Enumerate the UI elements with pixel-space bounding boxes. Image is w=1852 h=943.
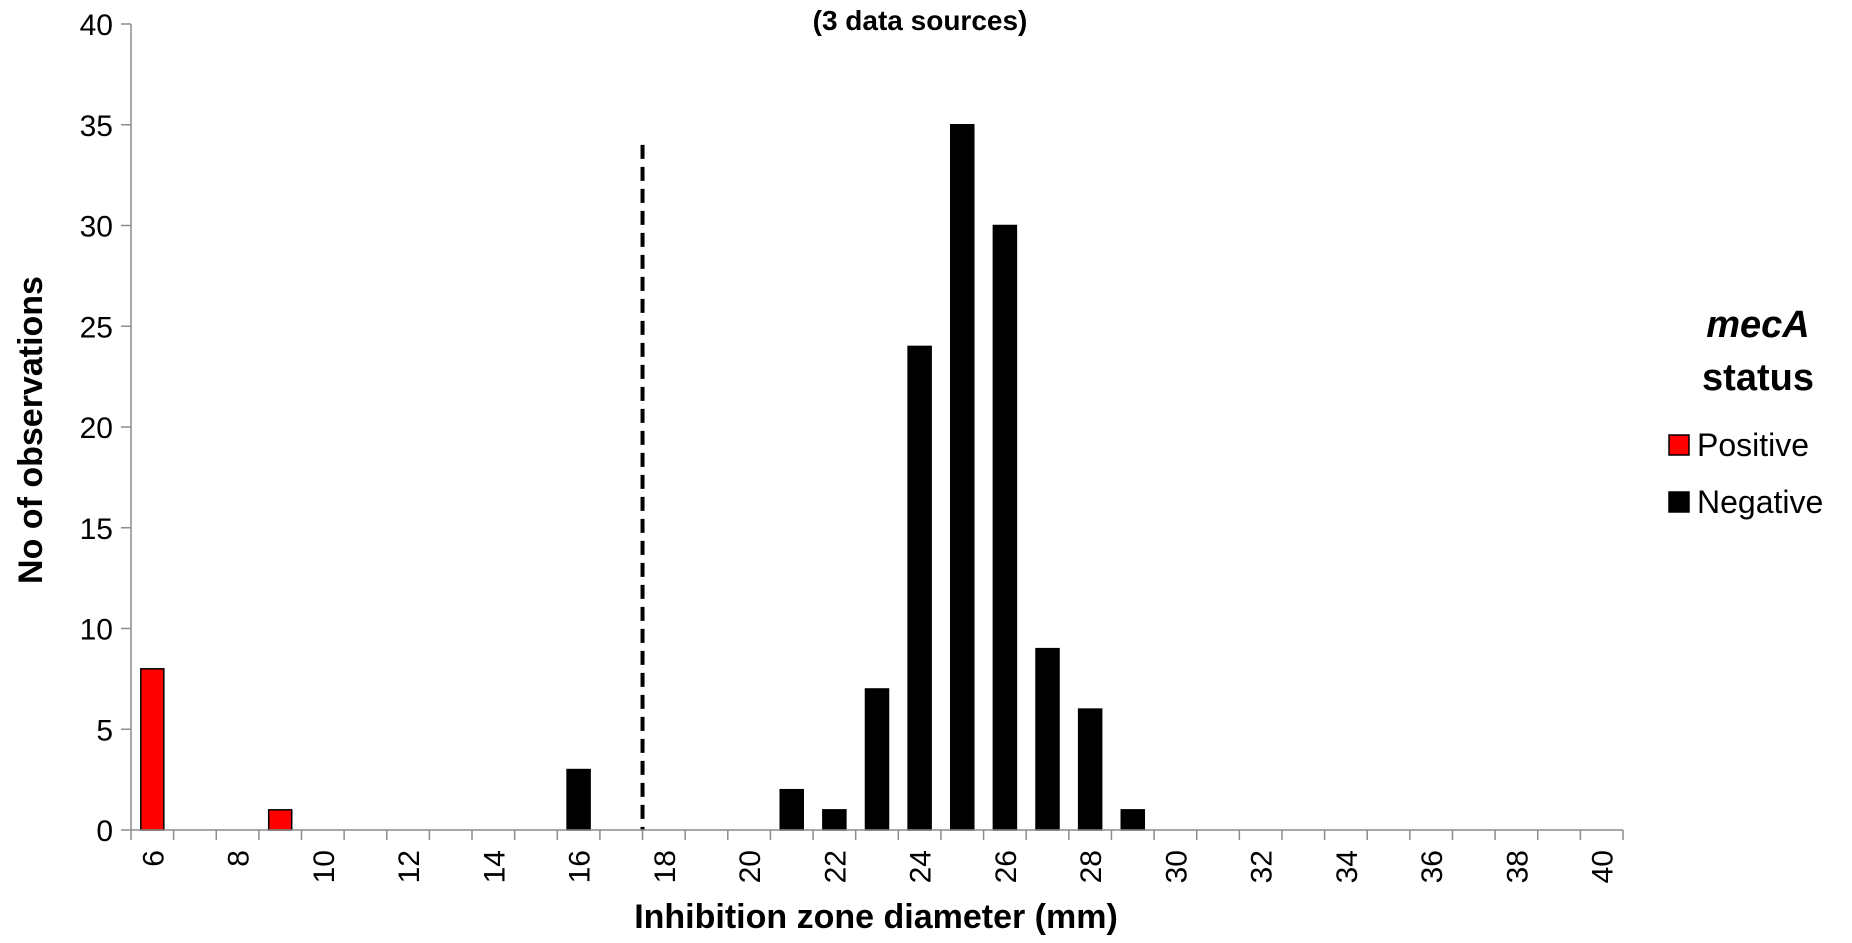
legend-title-gene: mecA [1706,304,1810,346]
x-tick-label: 20 [734,850,767,883]
legend-label-positive: Positive [1697,427,1809,463]
y-tick-label: 10 [80,614,113,647]
x-tick-label: 12 [393,850,426,883]
x-tick-label: 32 [1246,850,1279,883]
x-tick-label: 14 [478,850,511,883]
x-tick-label: 6 [137,850,170,867]
y-tick-label: 20 [80,412,113,445]
bar-positive-9 [267,809,293,831]
x-tick-label: 28 [1075,850,1108,883]
x-tick-label: 24 [905,850,938,883]
x-tick-label: 26 [990,850,1023,883]
y-tick-label: 0 [96,815,113,848]
bar-negative-26 [992,224,1018,831]
bar-negative-22 [822,809,847,831]
legend-swatch-negative [1668,491,1690,513]
y-tick-label: 35 [80,110,113,143]
x-tick-label: 30 [1160,850,1193,883]
legend: mecA status Positive Negative [1668,304,1823,520]
y-axis-ticks: 0 5 10 15 20 25 30 35 40 [80,9,131,848]
y-tick-label: 15 [80,513,113,546]
x-tick-label: 18 [649,850,682,883]
x-tick-label: 40 [1587,850,1620,883]
legend-swatch-positive [1668,434,1690,456]
bar-negative-23 [864,688,890,831]
legend-label-negative: Negative [1697,484,1823,520]
x-tick-label: 10 [308,850,341,883]
bar-negative-24 [907,345,932,831]
x-tick-label: 34 [1331,850,1364,883]
y-tick-label: 5 [96,714,113,747]
x-tick-label: 8 [223,850,256,867]
x-tick-label: 16 [564,850,597,883]
y-tick-label: 25 [80,311,113,344]
y-tick-label: 30 [80,211,113,244]
bar-negative-16 [566,768,591,831]
x-tick-label: 22 [819,850,852,883]
bar-negative-21 [779,788,805,831]
bar-positive-6 [140,668,165,831]
bar-negative-25 [949,124,975,831]
bar-negative-27 [1035,647,1060,831]
legend-title-status: status [1702,357,1814,399]
bar-negative-29 [1120,809,1146,831]
y-tick-label: 40 [80,9,113,42]
x-axis-ticks: 6 8 10 12 14 16 18 20 22 24 26 28 30 32 34 36 38 40 [130,830,1624,883]
y-axis-title: No of observations [12,276,50,584]
bars-group [140,124,1146,831]
x-tick-label: 36 [1416,850,1449,883]
x-axis-title: Inhibition zone diameter (mm) [634,898,1118,936]
chart-title: (3 data sources) [813,5,1028,36]
bar-negative-28 [1077,708,1103,831]
x-tick-label: 38 [1501,850,1534,883]
legend-items: Positive Negative [1668,427,1823,520]
